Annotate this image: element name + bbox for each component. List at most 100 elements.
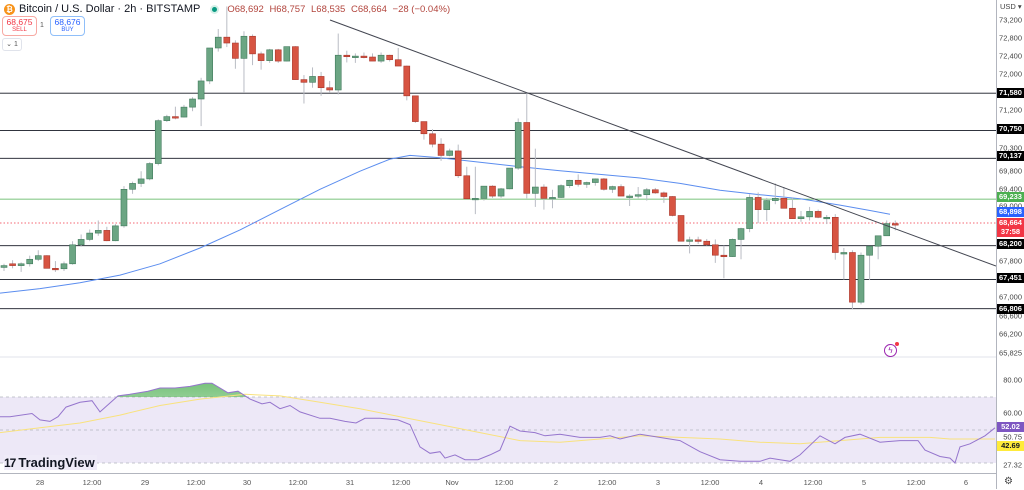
time-axis-tick: Nov [445,478,459,487]
time-axis-tick: 12:00 [288,478,308,487]
candle-up [566,179,573,186]
rsi-line [0,382,996,464]
collapse-indicators-button[interactable]: ⌄ 1 [2,38,22,51]
candles [0,6,899,310]
rsi-overbought-fill [0,383,996,397]
currency-selector[interactable]: USD ▾ [1000,2,1022,11]
price-label-badge: 70,750 [997,124,1024,134]
tradingview-mark-icon: 17 [4,455,16,470]
candle-up [163,116,171,121]
candle-up [60,263,68,270]
time-axis-tick: 12:00 [597,478,617,487]
candle-down [300,79,308,83]
candle-up [120,189,128,227]
candle-up [377,54,385,62]
candle-up [112,225,119,242]
candle-up [557,185,565,198]
candle-up [763,200,771,210]
candle-up [532,186,539,194]
descending-trendline[interactable] [329,19,996,267]
time-axis-tick: 12:00 [186,478,206,487]
time-axis-tick: 12:00 [906,478,926,487]
price-axis-tick: 69,400 [999,184,1022,194]
market-open-icon [210,4,220,14]
candle-up [154,120,162,164]
candle-up [626,195,633,198]
candle-down [412,95,419,122]
candle-down [103,230,111,242]
sell-price: 68,675 [6,17,33,27]
candle-up [0,265,8,268]
candle-up [446,150,453,156]
candle-up [266,49,273,61]
candle-up [634,194,642,197]
time-axis-tick: 12:00 [494,478,514,487]
time-axis-tick: 12:00 [391,478,411,487]
candle-up [129,183,136,190]
price-axis-tick: 65,825 [999,348,1022,358]
price-label-badge: 66,806 [997,304,1024,314]
candle-down [249,35,256,55]
candle-up [352,55,359,58]
candle-up [823,216,831,220]
ohlc-high: H68,757 [269,3,306,15]
candle-down [274,49,282,62]
candle-down [52,268,59,271]
candle-down [463,175,471,200]
candle-down [669,196,676,216]
candle-up [866,245,873,256]
candle-down [317,76,325,89]
candle-up [334,54,342,91]
time-axis-tick: 5 [861,478,867,487]
candle-up [214,36,222,49]
candle-down [789,207,796,219]
price-axis-tick: 72,400 [999,51,1022,61]
candle-down [326,87,333,91]
candle-up [883,223,891,237]
time-axis-tick: 6 [963,478,969,487]
ohlc-values: O68,692 H68,757 L68,535 C68,664 −28 (−0.… [227,4,453,15]
price-axis-tick: 60.00 [1003,408,1022,418]
time-axis-tick: 31 [345,478,355,487]
price-label-badge: 68,898 [997,207,1024,217]
candle-down [360,55,368,58]
candle-up [549,197,556,200]
candle-down [420,121,428,135]
candle-up [686,239,693,242]
price-chart[interactable] [0,0,996,473]
candle-up [592,178,599,183]
ohlc-low: L68,535 [311,3,346,15]
candle-up [69,244,76,265]
bitcoin-icon: ₿ [4,3,15,15]
candle-down [9,263,16,266]
candle-up [857,254,865,303]
price-axis-tick: 66,600 [999,311,1022,321]
time-axis-tick: 28 [35,478,45,487]
candle-down [403,65,411,97]
candle-up [17,263,25,266]
lightning-icon[interactable]: ϟ [884,342,899,357]
candle-down [540,186,548,199]
candle-down [754,197,762,210]
price-label-badge: 71,580 [997,88,1024,98]
symbol-title[interactable]: Bitcoin / U.S. Dollar · 2h · BITSTAMP [19,3,201,15]
time-axis[interactable]: 28 12:00 29 12:00 30 12:00 31 12:00 Nov 12:00 2 12:… [0,473,996,490]
horizontal-levels [0,92,996,310]
settings-gear-icon[interactable]: ⚙ [1004,476,1013,487]
candle-up [197,80,205,100]
buy-label: BUY [61,27,74,33]
candle-down [660,192,668,197]
tradingview-logo[interactable]: 17 TradingView [4,455,97,470]
candle-down [780,198,788,209]
sell-label: SELL [12,27,27,33]
candle-down [703,240,711,246]
candle-up [137,178,145,184]
price-axis-tick: 67,000 [999,292,1022,302]
sell-button[interactable]: 68,675 SELL [2,16,37,36]
candle-down [523,122,531,194]
candle-up [180,106,188,118]
buy-button[interactable]: 68,676 BUY [50,16,85,36]
candle-up [480,185,488,199]
candle-down [223,36,231,44]
price-label-badge: 37:58 [997,227,1024,237]
